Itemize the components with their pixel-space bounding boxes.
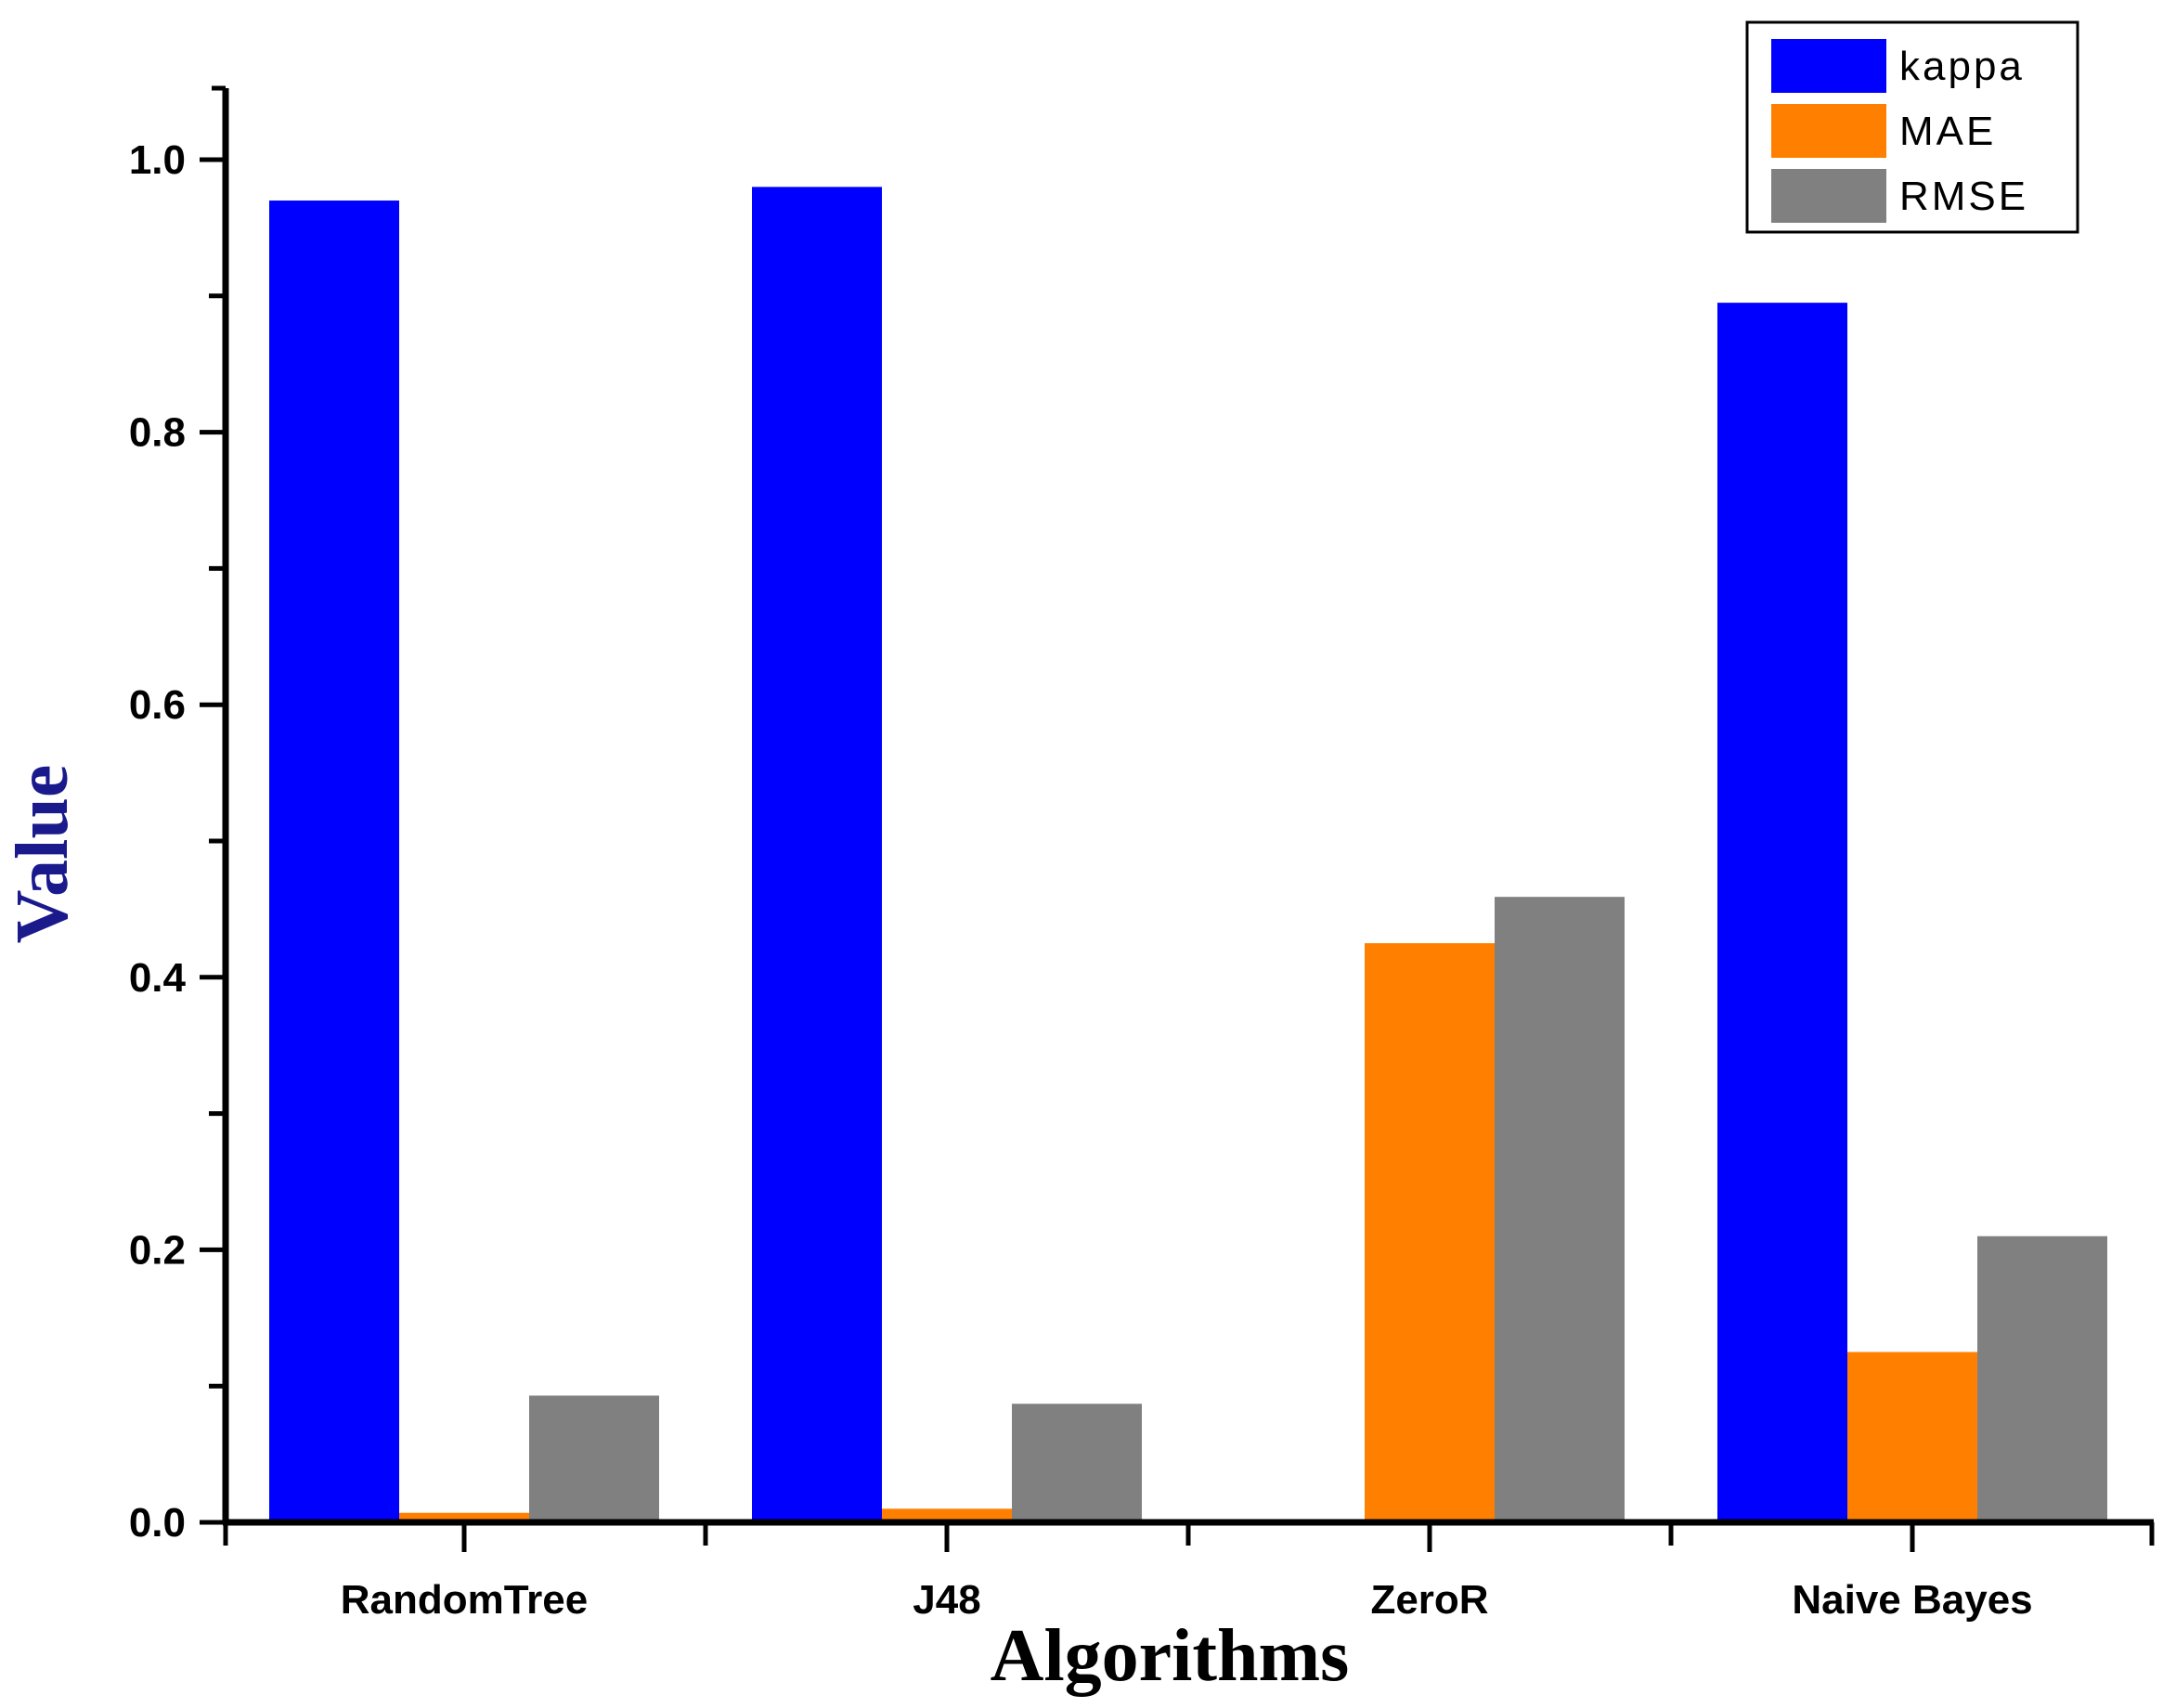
x-tick-label: ZeroR [1370, 1577, 1488, 1623]
legend-swatch-kappa [1771, 39, 1886, 93]
legend-swatch-mae [1771, 104, 1886, 158]
x-ticks: RandomTree J48 ZeroR Naive Bayes [223, 1522, 2155, 1623]
y-tick-label: 1.0 [129, 137, 186, 183]
x-tick-label: J48 [913, 1577, 980, 1623]
x-axis-title: Algorithms [991, 1615, 1350, 1697]
bar-mae-naive-bayes [1847, 1352, 1977, 1522]
bar-rmse-naive-bayes [1977, 1236, 2107, 1522]
bar-kappa-naive-bayes [1717, 303, 1847, 1522]
x-tick-label: RandomTree [341, 1577, 589, 1623]
y-ticks: 0.0 0.2 0.4 0.6 0.8 1.0 [129, 85, 226, 1546]
legend-swatch-rmse [1771, 169, 1886, 223]
legend-label-rmse: RMSE [1899, 174, 2028, 219]
y-tick-label: 0.2 [129, 1227, 186, 1273]
bar-mae-randomtree [399, 1512, 529, 1522]
legend: kappa MAE RMSE [1745, 20, 2079, 234]
bar-mae-zeror [1365, 943, 1495, 1522]
x-tick-label: Naive Bayes [1792, 1577, 2032, 1623]
bar-kappa-randomtree [269, 201, 399, 1522]
legend-label-mae: MAE [1899, 109, 1996, 154]
legend-label-kappa: kappa [1899, 44, 2025, 89]
axes-layer [222, 88, 2154, 1526]
bar-kappa-j48 [752, 187, 882, 1523]
bar-rmse-zeror [1495, 897, 1625, 1522]
y-axis-title: Value [2, 765, 84, 944]
bar-rmse-randomtree [529, 1395, 659, 1522]
bars-layer [269, 187, 2107, 1523]
y-tick-label: 0.6 [129, 682, 186, 728]
bar-mae-j48 [882, 1508, 1012, 1522]
y-tick-label: 0.8 [129, 410, 186, 456]
y-tick-label: 0.0 [129, 1500, 186, 1546]
y-tick-label: 0.4 [129, 955, 187, 1001]
bar-rmse-j48 [1012, 1404, 1142, 1522]
